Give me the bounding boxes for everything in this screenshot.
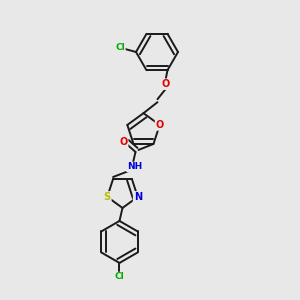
Text: N: N	[134, 192, 142, 202]
Text: O: O	[155, 120, 164, 130]
Text: S: S	[104, 192, 111, 202]
Text: Cl: Cl	[115, 272, 124, 281]
Text: Cl: Cl	[115, 44, 125, 52]
Text: O: O	[161, 79, 169, 89]
Text: NH: NH	[127, 162, 142, 171]
Text: O: O	[119, 137, 128, 147]
